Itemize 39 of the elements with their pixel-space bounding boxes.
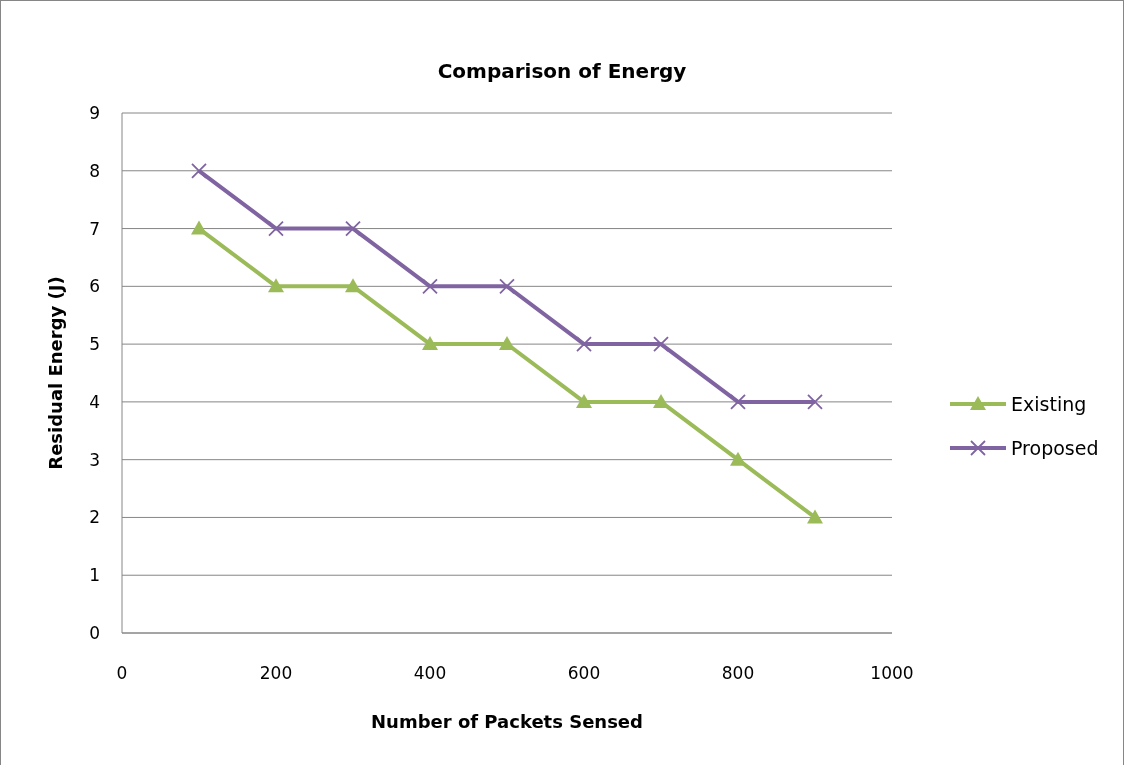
x-tick-label: 400 [413, 663, 447, 683]
y-tick-label: 6 [89, 276, 100, 297]
legend-label: Existing [1011, 392, 1087, 415]
point [499, 278, 515, 295]
point [422, 336, 438, 351]
point [191, 220, 207, 235]
point [576, 393, 592, 408]
point [653, 393, 669, 408]
point [422, 278, 438, 295]
x-tick-label: 0 [116, 663, 128, 683]
point [807, 509, 823, 524]
y-tick-label: 4 [89, 391, 100, 412]
chart-title: Comparison of Energy [437, 59, 687, 83]
point [730, 393, 746, 410]
point [268, 278, 284, 293]
y-tick-label: 7 [89, 218, 100, 239]
y-tick-label: 5 [89, 334, 100, 355]
point [576, 336, 592, 353]
y-tick-label: 1 [89, 565, 100, 586]
x-tick-label: 600 [567, 663, 601, 683]
point [345, 278, 361, 293]
point [191, 162, 207, 179]
point [730, 451, 746, 466]
y-tick-label: 2 [89, 507, 100, 528]
x-tick-label: 1000 [870, 663, 914, 683]
x-axis-title: Number of Packets Sensed [371, 711, 643, 732]
x-tick-label: 800 [721, 663, 755, 683]
legend-label: Proposed [1011, 436, 1099, 459]
point [807, 393, 823, 410]
y-tick-label: 0 [89, 622, 100, 643]
y-tick-label: 8 [89, 160, 100, 181]
x-tick-label: 200 [259, 663, 293, 683]
point [653, 336, 669, 353]
y-axis-title: Residual Energy (J) [45, 276, 66, 470]
point [499, 336, 515, 351]
point [345, 220, 361, 237]
point [268, 220, 284, 237]
y-tick-label: 3 [89, 449, 100, 470]
y-tick-label: 9 [89, 102, 100, 123]
